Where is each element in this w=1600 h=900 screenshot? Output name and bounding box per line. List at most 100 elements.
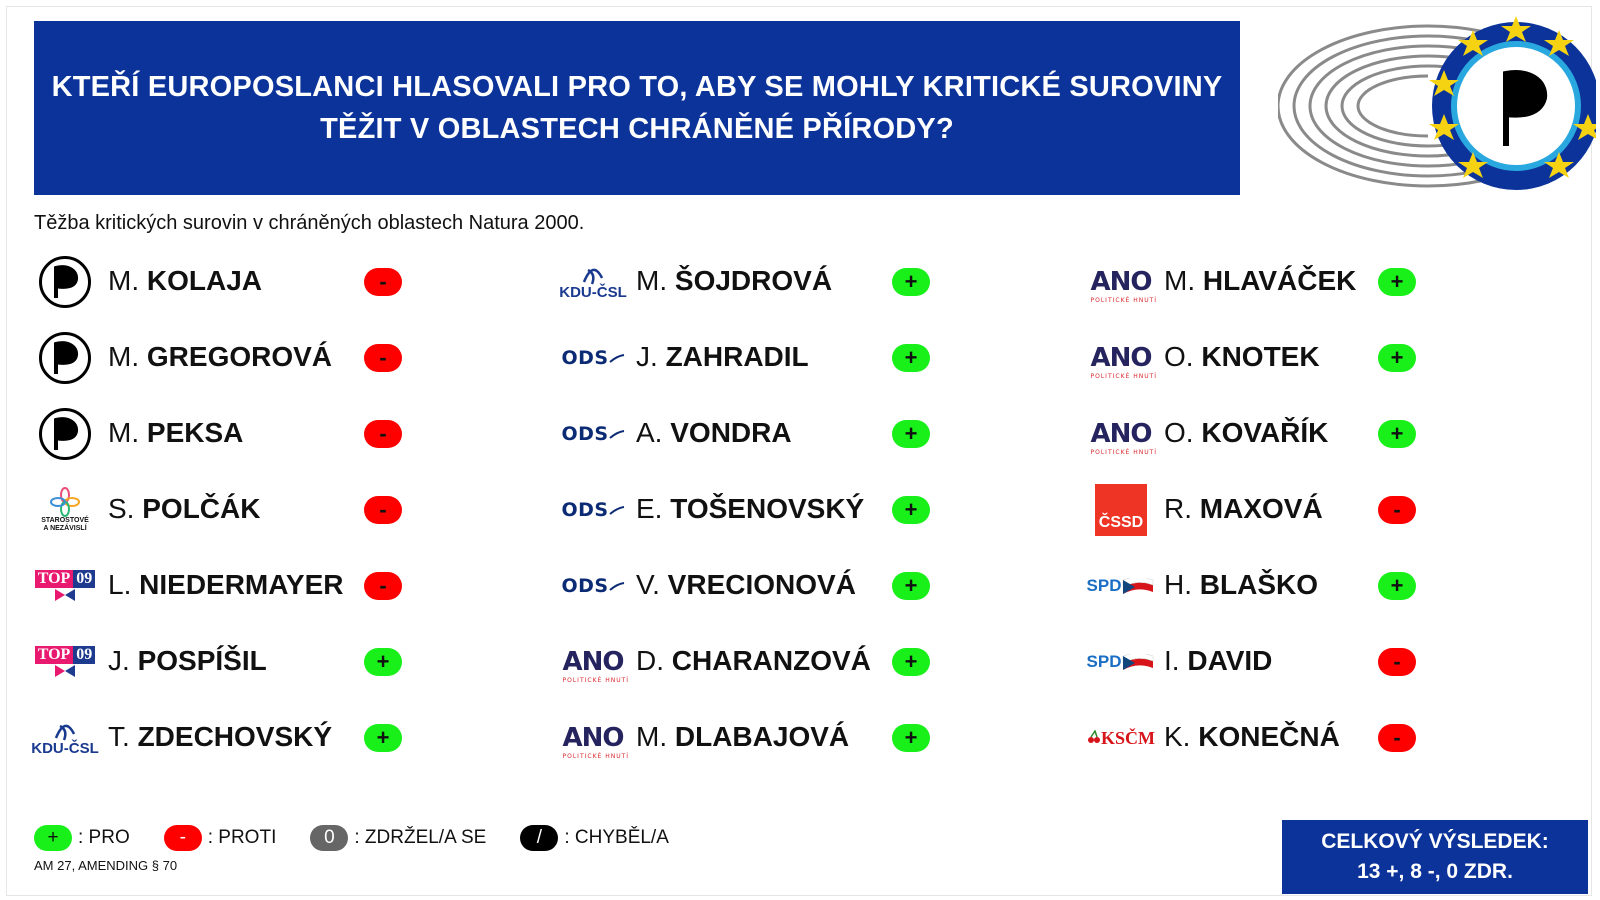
party-logo: ANO POLITICKÉ HNUTÍ xyxy=(1086,330,1158,386)
vote-badge: + xyxy=(892,268,930,296)
vote-badge: + xyxy=(364,724,402,752)
vote-badge: + xyxy=(892,572,930,600)
european-parliament-pirate-emblem-icon xyxy=(1278,16,1596,190)
vote-badge: + xyxy=(892,648,930,676)
vote-badge: + xyxy=(1378,268,1416,296)
vote-badge: + xyxy=(892,496,930,524)
mep-name: A. VONDRA xyxy=(636,417,792,448)
vote-badge: - xyxy=(364,496,402,524)
mep-name: M. HLAVÁČEK xyxy=(1164,265,1357,296)
mep-name: E. TOŠENOVSKÝ xyxy=(636,493,865,524)
vote-badge: - xyxy=(1378,496,1416,524)
party-logo: ANO POLITICKÉ HNUTÍ xyxy=(558,710,630,766)
mep-name: M. ŠOJDROVÁ xyxy=(636,265,833,296)
mep-name: V. VRECIONOVÁ xyxy=(636,569,856,600)
subtitle: Těžba kritických surovin v chráněných ob… xyxy=(34,212,585,234)
party-logo xyxy=(30,406,100,462)
ods-bird-icon xyxy=(608,354,624,363)
ods-party-logo: ODS xyxy=(561,575,624,597)
vote-badge: - xyxy=(1378,724,1416,752)
party-logo: ANO POLITICKÉ HNUTÍ xyxy=(558,634,630,690)
legend-pill: - xyxy=(163,825,202,851)
cssd-party-logo: ČSSD xyxy=(1095,484,1147,536)
cherry-icon xyxy=(1088,728,1100,743)
kscm-party-logo: KSČM xyxy=(1087,728,1155,749)
legend-item-pro: +: PRO xyxy=(34,825,130,851)
legend-label: : PROTI xyxy=(207,827,277,848)
ods-party-logo: ODS xyxy=(561,423,624,445)
ods-bird-icon xyxy=(608,430,624,439)
mep-name: M. GREGOROVÁ xyxy=(108,341,333,372)
party-logo: ODS xyxy=(558,558,628,614)
vote-badge: + xyxy=(892,724,930,752)
mep-name: M. KOLAJA xyxy=(108,265,263,296)
mep-name: O. KOVAŘÍK xyxy=(1164,417,1329,448)
party-logo: ANO POLITICKÉ HNUTÍ xyxy=(1086,254,1157,310)
vote-badge: + xyxy=(1378,420,1416,448)
result-value: 13 +, 8 -, 0 ZDR. xyxy=(1357,860,1513,883)
mep-name: I. DAVID xyxy=(1164,645,1273,676)
party-logo: ODS xyxy=(558,330,628,386)
legend-item-proti: -: PROTI xyxy=(163,825,277,851)
party-logo: SPD xyxy=(1086,558,1156,614)
mep-name: O. KNOTEK xyxy=(1164,341,1320,372)
legend-label: : ZDRŽEL/A SE xyxy=(354,827,487,848)
top09-bow-icon xyxy=(54,589,75,601)
vote-badge: + xyxy=(1378,572,1416,600)
czech-flag-icon xyxy=(1123,654,1154,670)
mep-name: T. ZDECHOVSKÝ xyxy=(108,721,333,752)
mep-name: L. NIEDERMAYER xyxy=(108,569,344,600)
title-line-2: TĚŽIT V OBLASTECH CHRÁNĚNÉ PŘÍRODY? xyxy=(320,113,954,145)
mep-name: H. BLAŠKO xyxy=(1164,569,1319,600)
total-result-box: CELKOVÝ VÝSLEDEK: 13 +, 8 -, 0 ZDR. xyxy=(1282,820,1588,894)
vote-badge: - xyxy=(364,344,402,372)
spd-party-logo: SPD xyxy=(1087,652,1156,672)
mep-name: D. CHARANZOVÁ xyxy=(636,645,871,676)
stan-party-logo: STAROSTOVÉ A NEZÁVISLÍ xyxy=(41,487,89,533)
vote-badge: - xyxy=(364,420,402,448)
vote-badge: + xyxy=(892,420,930,448)
legend-item-zdr: 0: ZDRŽEL/A SE xyxy=(310,825,486,851)
ano-party-logo: ANO POLITICKÉ HNUTÍ xyxy=(562,647,630,684)
amendment-note: AM 27, AMENDING § 70 xyxy=(34,858,178,873)
pirate-flag-icon xyxy=(54,341,79,374)
kdu-csl-party-logo: KDU-ČSL xyxy=(31,720,99,756)
legend-label: : PRO xyxy=(78,827,130,848)
kdu-csl-party-logo: KDU-ČSL xyxy=(559,264,627,300)
vote-badge: - xyxy=(364,268,402,296)
kdu-emblem-icon xyxy=(54,724,76,741)
ano-party-logo: ANO POLITICKÉ HNUTÍ xyxy=(1090,419,1158,456)
legend: +: PRO -: PROTI 0: ZDRŽEL/A SE /: CHYBĚL/A xyxy=(34,825,703,851)
top09-party-logo: TOP 09 xyxy=(34,570,96,602)
czech-flag-icon xyxy=(1123,578,1154,594)
mep-name: K. KONEČNÁ xyxy=(1164,721,1340,752)
party-logo: KSČM xyxy=(1086,710,1156,766)
mep-name: J. POSPÍŠIL xyxy=(108,645,267,676)
vote-badge: + xyxy=(892,344,930,372)
top09-bow-icon xyxy=(54,665,75,677)
ano-party-logo: ANO POLITICKÉ HNUTÍ xyxy=(562,723,630,760)
spd-party-logo: SPD xyxy=(1087,576,1156,596)
mep-name: M. DLABAJOVÁ xyxy=(636,721,850,752)
mep-name: J. ZAHRADIL xyxy=(636,341,809,372)
party-logo: ANO POLITICKÉ HNUTÍ xyxy=(1086,406,1158,462)
party-logo xyxy=(30,254,100,310)
top09-party-logo: TOP 09 xyxy=(34,646,96,678)
ods-bird-icon xyxy=(608,582,624,591)
party-logo: TOP 09 xyxy=(30,558,100,614)
result-label: CELKOVÝ VÝSLEDEK: xyxy=(1321,830,1549,853)
party-logo: ČSSD xyxy=(1086,482,1156,538)
ano-party-logo: ANO POLITICKÉ HNUTÍ xyxy=(1090,343,1158,380)
party-logo: STAROSTOVÉ A NEZÁVISLÍ xyxy=(30,482,100,538)
title-banner: KTEŘÍ EUROPOSLANCI HLASOVALI PRO TO, ABY… xyxy=(34,21,1240,195)
ods-bird-icon xyxy=(608,506,624,515)
pirate-party-logo xyxy=(39,332,91,384)
pirate-flag-icon xyxy=(54,417,79,450)
party-logo: SPD xyxy=(1086,634,1156,690)
vote-badge: - xyxy=(364,572,402,600)
legend-label: : CHYBĚL/A xyxy=(564,827,669,848)
legend-pill: / xyxy=(520,825,559,851)
mep-name: R. MAXOVÁ xyxy=(1164,493,1323,524)
vote-badge: - xyxy=(1378,648,1416,676)
ods-party-logo: ODS xyxy=(561,347,624,369)
